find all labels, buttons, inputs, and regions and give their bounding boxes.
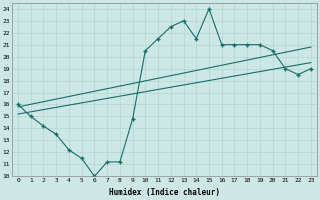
X-axis label: Humidex (Indice chaleur): Humidex (Indice chaleur) — [109, 188, 220, 197]
